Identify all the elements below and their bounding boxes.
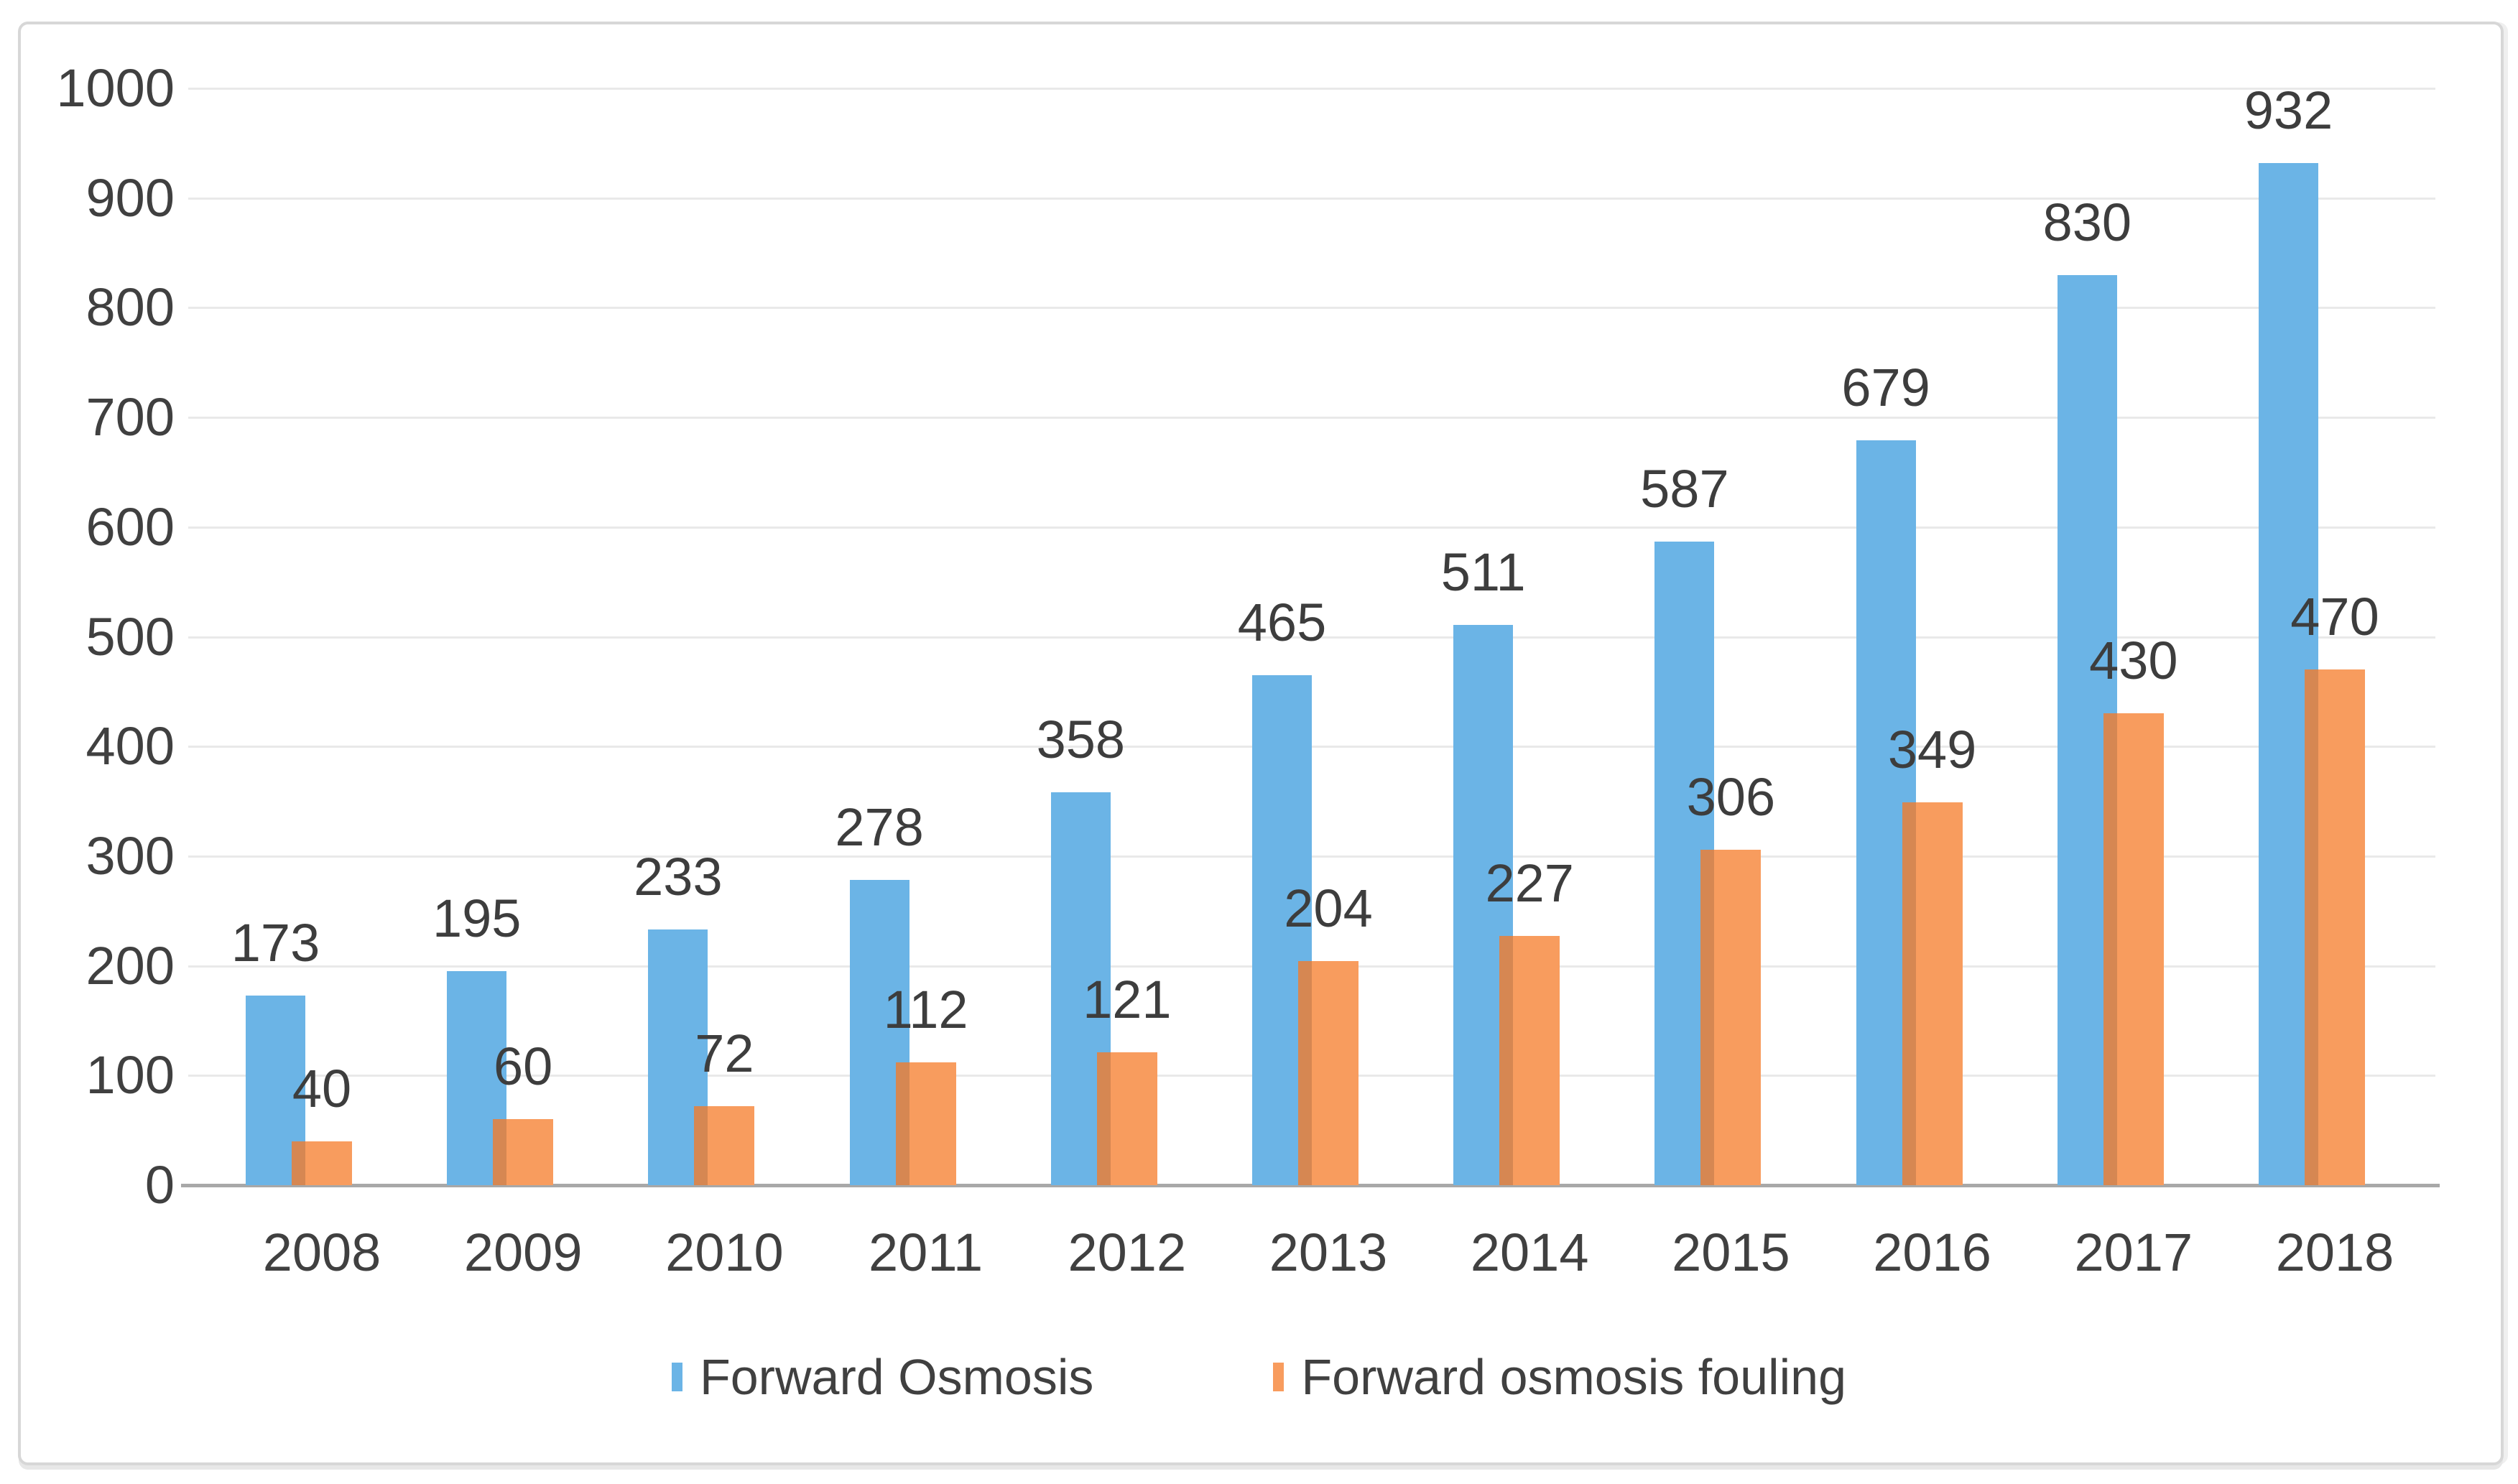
x-axis-tick-label: 2008 [262,1223,381,1282]
bar-overlap-shade [2305,669,2318,1185]
data-label-forward-osmosis: 233 [634,847,723,907]
y-axis-tick-label: 900 [85,167,175,228]
data-label-forward-osmosis: 587 [1640,458,1729,519]
gridline [188,197,2435,200]
data-label-forward-osmosis: 195 [432,889,522,949]
bar-overlap-shade [1499,936,1514,1185]
legend-label-forward-osmosis-fouling: Forward osmosis fouling [1301,1349,1847,1405]
gridline [188,88,2435,90]
gridline [188,746,2435,748]
data-label-forward-osmosis-fouling: 60 [494,1037,553,1097]
x-axis-tick-label: 2013 [1269,1223,1388,1282]
data-label-forward-osmosis: 278 [835,797,924,858]
data-label-forward-osmosis: 932 [2244,80,2333,140]
x-axis-tick-label: 2014 [1470,1223,1589,1282]
bar-overlap-shade [1700,849,1715,1185]
legend-label-forward-osmosis: Forward Osmosis [699,1349,1094,1405]
bar-overlap-shade [493,1119,507,1185]
bar-overlap-shade [895,1062,909,1185]
data-label-forward-osmosis-fouling: 227 [1485,853,1574,914]
data-label-forward-osmosis-fouling: 306 [1686,766,1776,827]
gridline [188,526,2435,529]
legend-swatch-forward-osmosis-fouling-icon [1273,1363,1285,1391]
data-label-forward-osmosis-fouling: 204 [1284,878,1373,939]
bar-overlap-shade [1096,1052,1111,1185]
legend-item-forward-osmosis: Forward Osmosis [671,1349,1094,1405]
x-axis-tick-label: 2018 [2275,1223,2394,1282]
x-axis-tick-label: 2016 [1873,1223,1991,1282]
data-label-forward-osmosis: 679 [1841,358,1930,418]
x-axis-line [181,1184,2440,1187]
y-axis-tick-label: 100 [85,1045,175,1105]
gridline [188,307,2435,310]
bar-overlap-shade [2103,713,2117,1185]
data-label-forward-osmosis-fouling: 40 [292,1058,352,1118]
bar-overlap-shade [694,1106,708,1185]
y-axis-tick-label: 200 [85,935,175,996]
data-label-forward-osmosis: 465 [1237,592,1327,652]
gridline [188,636,2435,639]
data-label-forward-osmosis: 358 [1036,710,1126,770]
data-label-forward-osmosis: 511 [1440,542,1526,602]
data-label-forward-osmosis-fouling: 72 [695,1024,754,1084]
y-axis-tick-label: 400 [85,716,175,776]
y-axis-tick-label: 0 [144,1155,175,1215]
legend-item-forward-osmosis-fouling: Forward osmosis fouling [1273,1349,1847,1405]
y-axis-tick-label: 1000 [56,58,175,118]
y-axis-tick-label: 600 [85,496,175,557]
y-axis-tick-label: 700 [85,387,175,447]
legend-swatch-forward-osmosis-icon [671,1363,682,1391]
y-axis-tick-label: 800 [85,277,175,338]
bar-overlap-shade [292,1141,305,1185]
x-axis-tick-label: 2017 [2074,1223,2193,1282]
legend: Forward Osmosis Forward osmosis fouling [0,1349,2518,1405]
x-axis-tick-label: 2009 [463,1223,583,1282]
x-axis-tick-label: 2011 [869,1223,983,1282]
bar-overlap-shade [1902,802,1916,1185]
gridline [188,855,2435,858]
x-axis-tick-label: 2012 [1068,1223,1187,1282]
y-axis-tick-label: 300 [85,825,175,886]
bar-overlap-shade [1298,961,1312,1185]
data-label-forward-osmosis-fouling: 349 [1887,720,1977,780]
data-label-forward-osmosis-fouling: 112 [883,979,968,1039]
gridline [188,417,2435,419]
data-label-forward-osmosis-fouling: 430 [2089,631,2178,691]
data-label-forward-osmosis: 173 [231,912,320,973]
x-axis-tick-label: 2015 [1672,1223,1790,1282]
data-label-forward-osmosis-fouling: 470 [2290,587,2379,647]
y-axis-tick-label: 500 [85,606,175,667]
x-axis-tick-label: 2010 [665,1223,784,1282]
data-label-forward-osmosis: 830 [2042,192,2132,252]
data-label-forward-osmosis-fouling: 121 [1083,970,1172,1030]
